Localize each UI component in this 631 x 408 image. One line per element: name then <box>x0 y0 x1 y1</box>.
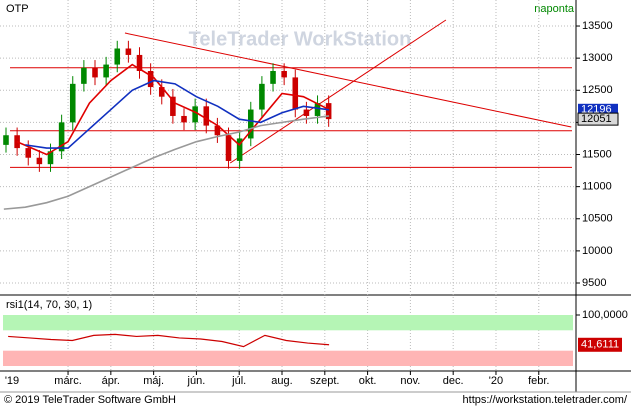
x-tick-label: nov. <box>400 375 420 387</box>
url: https://workstation.teletrader.com/ <box>463 394 628 406</box>
y-tick-label: 12500 <box>582 84 613 96</box>
y-tick-label: 11000 <box>582 181 612 193</box>
candle-body <box>214 125 221 136</box>
candle-body <box>125 48 132 55</box>
rsi-line <box>8 333 330 348</box>
x-tick-label: júl. <box>231 375 246 387</box>
oversold-band <box>3 350 573 366</box>
rsi-title: rsi1(14, 70, 30, 1) <box>6 299 92 311</box>
copyright: © 2019 TeleTrader Software GmbH <box>4 394 176 406</box>
y-tick-label: 9500 <box>582 277 606 289</box>
watermark: TeleTrader WorkStation <box>189 28 412 50</box>
x-tick-label: jún. <box>187 375 206 387</box>
y-tick-label: 100,0000 <box>582 309 628 321</box>
moving-average <box>3 115 330 210</box>
candle-body <box>3 135 9 145</box>
candle-body <box>281 70 287 78</box>
x-tick-label: ápr. <box>102 375 120 387</box>
candle-body <box>47 151 54 165</box>
y-tick-label: 11500 <box>582 148 612 160</box>
x-tick-label: '20 <box>489 375 503 387</box>
last-value-label: 41,6111 <box>581 339 619 351</box>
candle-body <box>292 77 299 110</box>
candle-body <box>259 83 265 110</box>
x-tick-label: febr. <box>528 375 549 387</box>
last-value-label: 12051 <box>581 113 612 125</box>
candle-body <box>114 48 121 65</box>
candle-body <box>103 64 109 78</box>
candle-body <box>247 109 254 139</box>
trend-line <box>124 32 572 128</box>
x-tick-label: '19 <box>5 375 19 387</box>
moving-average <box>25 79 330 149</box>
candle-body <box>192 106 198 123</box>
trend-line <box>229 19 447 164</box>
x-tick-label: dec. <box>443 375 464 387</box>
candle-body <box>325 103 332 120</box>
y-tick-label: 10500 <box>582 213 613 225</box>
candle-body <box>158 87 165 97</box>
y-tick-label: 13000 <box>582 52 613 64</box>
y-tick-label: 10000 <box>582 245 613 257</box>
candle-body <box>92 67 98 78</box>
candle-body <box>314 103 321 116</box>
candle-body <box>203 106 210 126</box>
candle-body <box>236 138 243 161</box>
x-tick-label: márc. <box>54 375 82 387</box>
candle-body <box>270 70 276 84</box>
candle-body <box>303 109 310 116</box>
candle-body <box>58 122 65 152</box>
x-tick-label: szept. <box>310 375 339 387</box>
chart-title: OTP <box>6 3 29 15</box>
candle-body <box>25 148 32 158</box>
x-tick-label: máj. <box>143 375 164 387</box>
overbought-band <box>3 315 573 331</box>
interval-label: naponta <box>534 3 575 15</box>
x-tick-label: okt. <box>359 375 377 387</box>
candle-body <box>81 67 87 84</box>
candle-body <box>170 96 176 116</box>
last-value-box <box>577 112 619 126</box>
y-tick-label: 13500 <box>582 20 613 32</box>
candle-body <box>69 83 76 123</box>
candle-body <box>136 54 143 71</box>
candle-body <box>147 70 154 88</box>
last-value-box <box>578 337 622 352</box>
moving-average <box>16 63 330 156</box>
candle-body <box>181 115 187 123</box>
candle-body <box>36 157 43 165</box>
x-tick-label: aug. <box>271 375 292 387</box>
candle-body <box>225 135 232 161</box>
